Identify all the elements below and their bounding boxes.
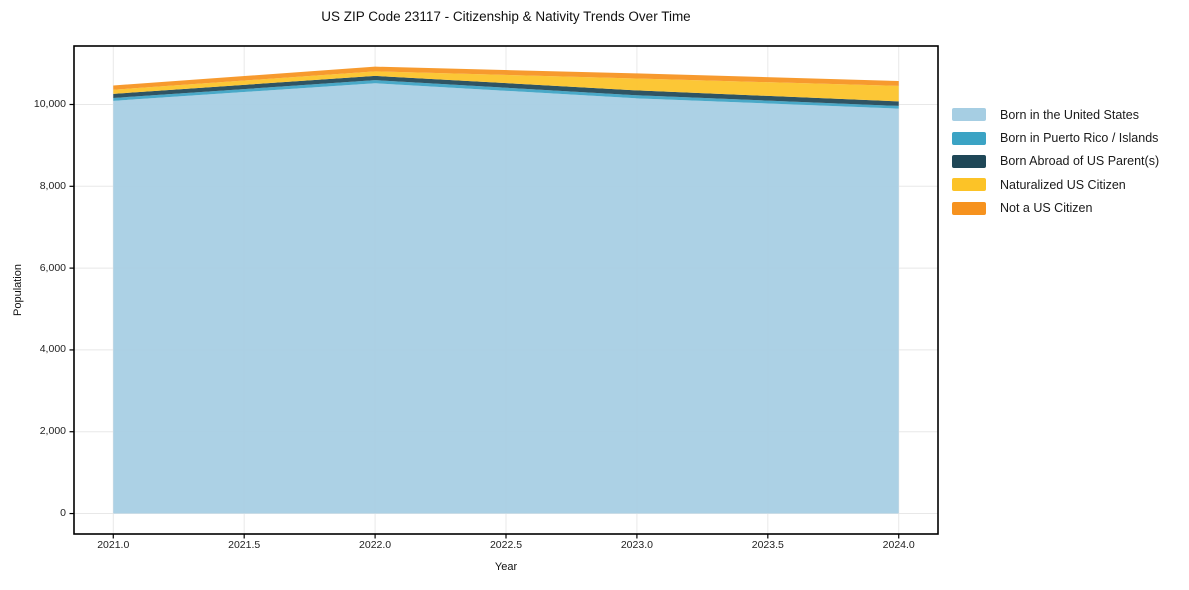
legend-item: Naturalized US Citizen [952,173,1159,196]
x-tick-label: 2021.5 [228,539,261,551]
area-series-4 [113,66,899,90]
legend-label: Born Abroad of US Parent(s) [1000,154,1160,169]
chart-title: US ZIP Code 23117 - Citizenship & Nativi… [321,9,691,24]
y-tick-label: 10,000 [33,97,66,110]
area-series-2 [113,75,899,106]
y-tick-label: 8,000 [39,179,66,192]
legend-label: Born in the United States [1000,107,1139,122]
x-tick-label: 2022.5 [489,539,523,551]
x-tick-label: 2022.0 [359,539,392,551]
legend-swatch [952,154,986,168]
legend-swatch [952,178,986,192]
legend-item: Born in the United States [952,103,1159,126]
legend-item: Born Abroad of US Parent(s) [952,150,1159,173]
area-series-1 [113,80,899,109]
x-tick-label: 2023.0 [620,539,653,551]
legend-item: Born in Puerto Rico / Islands [952,126,1159,149]
area-series-0 [113,83,899,514]
area-series-3 [113,71,899,102]
legend-swatch [952,131,986,145]
legend-label: Born in Puerto Rico / Islands [1000,131,1159,146]
x-tick-label: 2023.5 [751,539,784,551]
y-tick-label: 6,000 [39,261,66,274]
y-tick-label: 4,000 [39,343,66,356]
y-tick-label: 2,000 [39,425,66,438]
legend-label: Naturalized US Citizen [1000,177,1126,192]
plot-border [73,45,939,535]
legend-swatch [952,108,986,122]
legend-swatch [952,201,986,215]
legend: Born in the United States Born in Puerto … [952,103,1159,220]
y-tick-label: 0 [60,507,66,520]
x-axis-label: Year [494,561,518,573]
y-axis-label: Population [12,264,24,316]
legend-label: Not a US Citizen [1000,201,1093,216]
legend-item: Not a US Citizen [952,197,1159,220]
x-tick-label: 2024.0 [882,539,915,551]
x-tick-label: 2021.0 [97,539,130,551]
